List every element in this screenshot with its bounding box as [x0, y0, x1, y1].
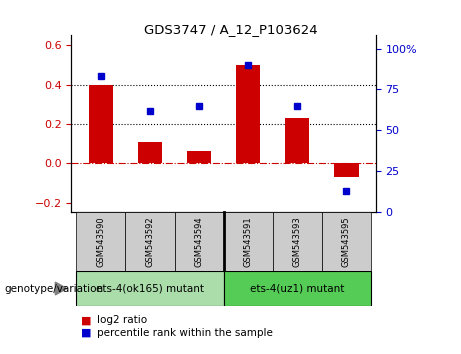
Polygon shape — [55, 282, 67, 295]
Text: GSM543593: GSM543593 — [293, 216, 301, 267]
Bar — [77, 212, 125, 271]
Text: genotype/variation: genotype/variation — [5, 284, 104, 293]
Bar — [272, 212, 322, 271]
Bar — [175, 212, 224, 271]
Bar — [224, 271, 371, 306]
Text: ■: ■ — [81, 328, 91, 338]
Text: percentile rank within the sample: percentile rank within the sample — [97, 328, 273, 338]
Text: ets-4(uz1) mutant: ets-4(uz1) mutant — [250, 284, 344, 293]
Text: GSM543595: GSM543595 — [342, 216, 351, 267]
Bar — [236, 65, 260, 163]
Text: GSM543591: GSM543591 — [243, 216, 253, 267]
Bar — [322, 212, 371, 271]
Bar — [224, 212, 272, 271]
Text: ets-4(ok165) mutant: ets-4(ok165) mutant — [96, 284, 204, 293]
Text: GSM543592: GSM543592 — [146, 216, 154, 267]
Text: GDS3747 / A_12_P103624: GDS3747 / A_12_P103624 — [144, 23, 317, 36]
Bar — [89, 85, 113, 163]
Bar — [334, 163, 359, 177]
Text: GSM543594: GSM543594 — [195, 216, 204, 267]
Bar — [187, 152, 211, 163]
Bar — [138, 142, 162, 163]
Text: ■: ■ — [81, 315, 91, 325]
Bar — [77, 271, 224, 306]
Text: log2 ratio: log2 ratio — [97, 315, 147, 325]
Bar — [285, 118, 309, 163]
Text: GSM543590: GSM543590 — [96, 216, 106, 267]
Bar — [125, 212, 175, 271]
